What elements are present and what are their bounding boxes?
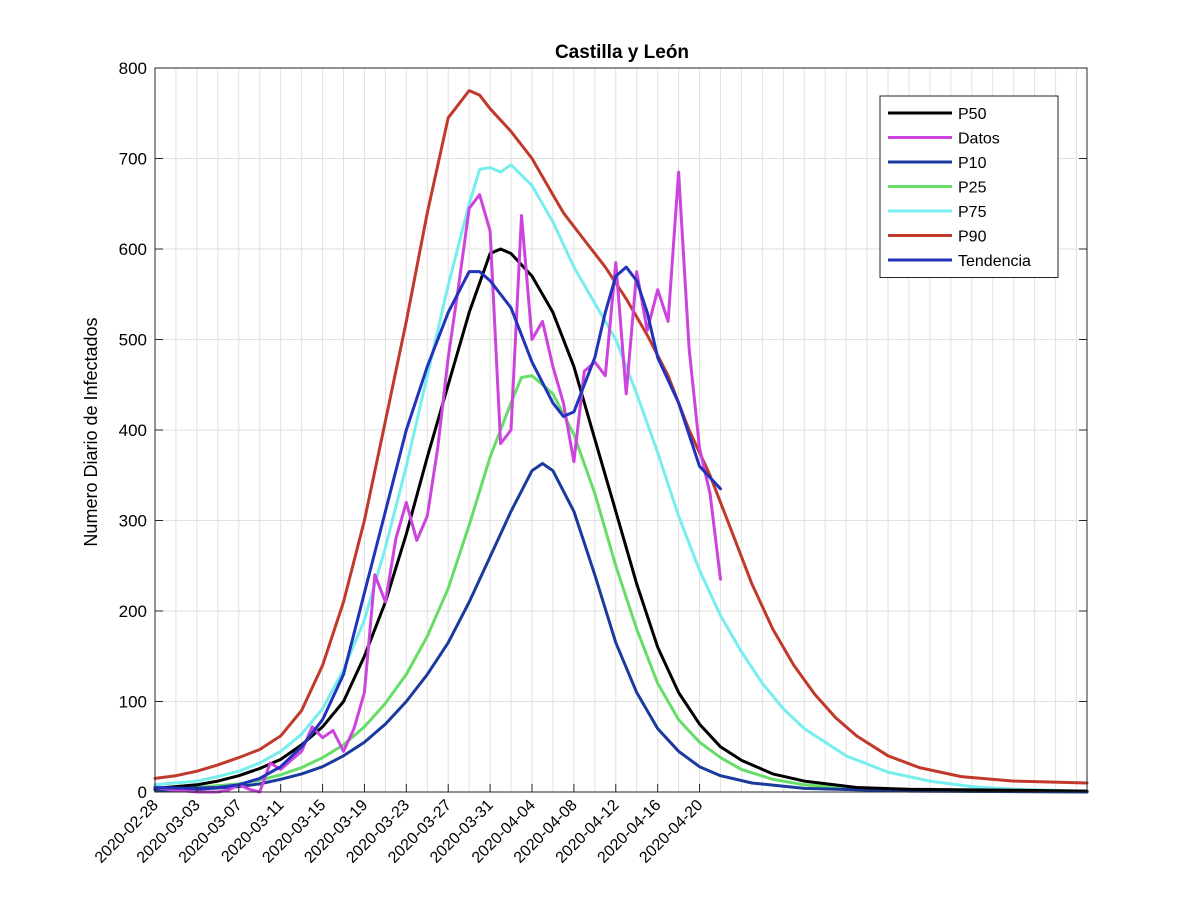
legend-label: P10 (958, 155, 987, 172)
legend-label: Tendencia (958, 253, 1031, 270)
legend-label: P75 (958, 204, 987, 221)
series-line-1 (153, 247, 1089, 793)
y-tick-label: 800 (119, 59, 147, 78)
chart-title: Castilla y León (555, 42, 689, 63)
series-layer (153, 89, 1089, 794)
series-line-4 (153, 374, 1089, 794)
y-tick-label: 300 (119, 512, 147, 531)
y-tick-label: 500 (119, 331, 147, 350)
legend: P50 Datos P10 P25 P75 P90 Tendencia (879, 95, 1059, 278)
y-tick-label: 700 (119, 150, 147, 169)
legend-label: P90 (958, 229, 987, 246)
y-tick-label: 600 (119, 240, 147, 259)
series-line-2 (153, 170, 722, 794)
y-tick-label: 0 (138, 783, 147, 802)
series-line-7 (153, 265, 722, 790)
legend-label: Datos (958, 131, 1000, 148)
y-tick-label: 100 (119, 693, 147, 712)
series-line-6 (153, 89, 1089, 785)
y-tick-label: 400 (119, 421, 147, 440)
legend-label: P50 (958, 106, 987, 123)
series-line-5 (153, 163, 1089, 793)
y-axis-label: Numero Diario de Infectados (81, 317, 101, 546)
series-line-3 (153, 462, 1089, 794)
legend-label: P25 (958, 180, 987, 197)
y-tick-label: 200 (119, 602, 147, 621)
